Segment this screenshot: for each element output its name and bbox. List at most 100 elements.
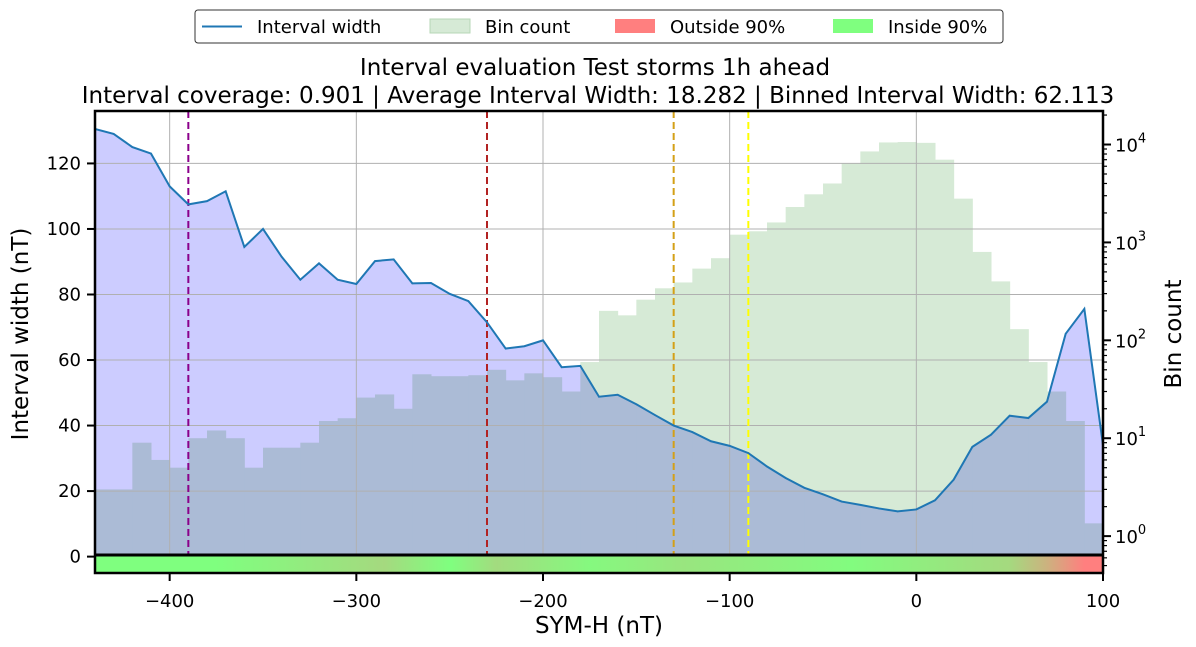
interval-width-point (579, 365, 582, 367)
y2-tick-label: 104 (1115, 132, 1146, 157)
interval-width-point (1046, 400, 1048, 403)
interval-width-point (728, 445, 731, 447)
x-axis-label: SYM-H (nT) (535, 613, 663, 639)
interval-width-point (803, 487, 806, 489)
interval-width-point (915, 508, 918, 511)
interval-width-point (411, 282, 414, 285)
interval-width-point (1083, 308, 1086, 310)
interval-width-point (878, 507, 880, 510)
interval-width-point (560, 366, 563, 369)
interval-width-point (654, 414, 656, 416)
reference-lines (187, 111, 750, 573)
x-axis-ticks: −400 −300 −200 −100 0 100 (145, 573, 1120, 612)
y2-axis-label: Bin count (1161, 280, 1187, 389)
interval-width-point (616, 393, 619, 396)
y2-tick-exponent: 1 (1138, 425, 1146, 440)
interval-width-point (448, 293, 451, 295)
interval-width-point (784, 477, 787, 479)
interval-width-point (691, 431, 694, 433)
interval-width-point (523, 345, 526, 348)
interval-width-point (971, 446, 974, 448)
y-tick-label: 120 (47, 153, 81, 174)
interval-width-point (112, 133, 115, 135)
interval-width-point (542, 339, 544, 342)
x-tick-label: −300 (332, 591, 381, 612)
y2-tick-exponent: 4 (1138, 132, 1146, 147)
interval-width-point (467, 300, 470, 302)
y-tick-label: 20 (58, 481, 81, 502)
interval-width-point (710, 440, 712, 443)
y-tick-label: 40 (58, 416, 81, 437)
interval-width-point (392, 258, 395, 261)
interval-width-fill (95, 129, 1103, 557)
legend-frame (194, 9, 1004, 44)
coverage-strip (95, 555, 1103, 573)
interval-width-point (598, 395, 600, 398)
legend-label-interval-width: Interval width (257, 17, 381, 38)
bin-count-bar (804, 194, 824, 573)
interval-width-point (336, 278, 339, 281)
interval-width-point (206, 200, 208, 202)
legend-label-bin-count: Bin count (485, 17, 570, 38)
x-tick-label: −400 (145, 591, 194, 612)
interval-width-point (952, 478, 955, 481)
interval-width-point (635, 403, 638, 406)
legend-label-outside: Outside 90% (670, 17, 785, 38)
interval-width-points (95, 128, 1103, 513)
interval-width-point (766, 465, 768, 468)
y2-tick-label: 101 (1115, 425, 1146, 450)
y2-tick-label: 100 (1115, 523, 1146, 548)
y-tick-label: 60 (58, 350, 81, 371)
y2-tick-label: 102 (1115, 327, 1146, 352)
interval-width-point (486, 321, 488, 324)
bin-count-bar (860, 151, 880, 573)
y-tick-label: 80 (58, 284, 81, 305)
interval-width-point (187, 203, 190, 206)
interval-width-point (243, 246, 246, 248)
bin-count-bar (823, 183, 843, 573)
interval-width-point (374, 260, 376, 262)
interval-width-point (355, 283, 358, 285)
interval-width-point (840, 500, 843, 503)
legend-swatch-bin-count (429, 18, 471, 34)
bin-count-bar (897, 142, 917, 573)
interval-width-point (504, 347, 507, 350)
interval-width-point (990, 433, 992, 436)
x-tick-label: −200 (518, 591, 567, 612)
interval-width-point (131, 146, 134, 148)
plot-frame (93, 109, 1105, 575)
interval-width-point (859, 504, 862, 506)
interval-width-point (318, 262, 320, 265)
interval-width-point (1064, 333, 1067, 335)
interval-width-point (934, 499, 936, 502)
x-tick-label: 100 (1086, 591, 1120, 612)
interval-width-point (168, 185, 171, 188)
interval-width-point (299, 278, 302, 281)
legend: Interval width Bin count Outside 90% Ins… (194, 9, 1004, 44)
chart-subtitle: Interval coverage: 0.901 | Average Inter… (82, 83, 1114, 109)
interval-width-point (280, 256, 283, 258)
legend-swatch-inside (833, 19, 873, 33)
x-tick-label: 0 (911, 591, 922, 612)
bin-count-bar (916, 142, 936, 573)
interval-width-point (672, 424, 675, 427)
chart-title: Interval evaluation Test storms 1h ahead (360, 55, 830, 81)
y2-tick-exponent: 0 (1138, 523, 1146, 538)
bin-count-bar (841, 163, 861, 573)
interval-width-point (822, 493, 824, 496)
interval-width-point (150, 152, 152, 155)
interval-width-point (1027, 417, 1030, 419)
y-axis-label: Interval width (nT) (8, 228, 34, 441)
interval-width-point (262, 228, 264, 230)
interval-width-point (1008, 414, 1011, 417)
y-tick-label: 100 (47, 219, 81, 240)
y2-tick-exponent: 2 (1138, 327, 1146, 342)
interval-width-point (896, 510, 899, 513)
legend-label-inside: Inside 90% (888, 17, 987, 38)
legend-swatch-outside (615, 19, 655, 33)
y-axis-ticks: 0 20 40 60 80 100 120 (47, 153, 95, 568)
bin-count-bar (935, 159, 955, 573)
interval-width-point (430, 282, 432, 284)
